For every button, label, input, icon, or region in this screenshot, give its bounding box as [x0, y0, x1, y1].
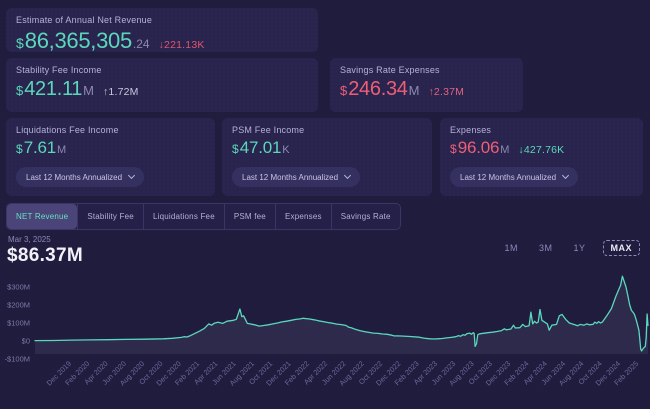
expenses-delta: ↓427.76K	[518, 144, 565, 156]
liquidations-fee-income-value: 7.61	[23, 138, 56, 157]
savings-rate-delta: ↑2.37M	[428, 86, 465, 98]
tab-net-revenue[interactable]: NET Revenue	[7, 204, 78, 229]
currency-symbol: $	[232, 142, 239, 156]
y-axis-tick-label: $100M	[7, 319, 30, 328]
period-dropdown-label: Last 12 Months Annualized	[26, 172, 123, 182]
chevron-down-icon	[128, 171, 136, 180]
psm-fee-value-row: $47.01 K	[232, 138, 422, 158]
currency-symbol: $	[16, 35, 24, 51]
chart-area-fill	[35, 276, 648, 354]
up-arrow-icon: ↑	[102, 86, 109, 98]
expenses-period-dropdown[interactable]: Last 12 Months Annualized	[450, 167, 579, 187]
stability-fee-suffix: M	[83, 83, 94, 98]
range-1y-button[interactable]: 1Y	[569, 241, 589, 255]
currency-symbol: $	[340, 83, 348, 98]
tab-stability-fee[interactable]: Stability Fee	[77, 204, 143, 229]
expenses-label: Expenses	[450, 125, 492, 135]
net-revenue-series-line	[34, 275, 649, 352]
psm-fee-income-card: PSM Fee Income $47.01 K Last 12 Months An…	[222, 118, 432, 196]
stability-fee-income-card: Stability Fee Income $421.11 M ↑1.72M	[6, 58, 318, 112]
annual-net-revenue-value-row: $86,365,305.24 ↓221.13K	[16, 28, 308, 54]
period-dropdown-label: Last 12 Months Annualized	[242, 172, 339, 182]
range-3m-button[interactable]: 3M	[535, 241, 557, 255]
chart-tabs: NET Revenue Stability Fee Liquidations Fee…	[6, 203, 401, 230]
y-axis-tick-label: $200M	[7, 301, 30, 310]
expenses-value-row: $96.06 M ↓427.76K	[450, 138, 633, 158]
stability-fee-value-row: $421.11 M ↑1.72M	[16, 78, 308, 101]
time-range-selector: 1M 3M 1Y MAX	[500, 240, 640, 256]
liquidations-fee-income-label: Liquidations Fee Income	[16, 125, 119, 135]
down-arrow-icon: ↓	[518, 144, 524, 156]
annual-net-revenue-delta: ↓221.13K	[158, 39, 205, 51]
expenses-value: 96.06	[457, 138, 500, 157]
savings-rate-expenses-card: Savings Rate Expenses $246.34 M ↑2.37M	[330, 58, 523, 112]
psm-fee-income-value: 47.01	[239, 138, 282, 157]
y-axis-tick-label: $300M	[7, 283, 30, 292]
psm-period-dropdown[interactable]: Last 12 Months Annualized	[232, 167, 361, 187]
expenses-card: Expenses $96.06 M ↓427.76K Last 12 Months…	[440, 118, 643, 196]
annual-net-revenue-decimals: .24	[132, 37, 150, 51]
range-1m-button[interactable]: 1M	[500, 241, 522, 255]
y-axis-tick-label: -$100M	[5, 355, 30, 364]
psm-fee-income-label: PSM Fee Income	[232, 125, 305, 135]
liquidations-fee-suffix: M	[56, 144, 67, 156]
annual-net-revenue-label: Estimate of Annual Net Revenue	[16, 15, 153, 25]
chart-hover-date: Mar 3, 2025	[8, 235, 51, 244]
liquidations-fee-value-row: $7.61 M	[16, 138, 205, 158]
stability-fee-delta: ↑1.72M	[102, 86, 139, 98]
annual-net-revenue-value: 86,365,305	[24, 28, 132, 53]
currency-symbol: $	[450, 142, 457, 156]
tab-expenses[interactable]: Expenses	[274, 204, 331, 229]
up-arrow-icon: ↑	[428, 86, 434, 98]
savings-rate-suffix: M	[408, 83, 420, 98]
stability-fee-income-label: Stability Fee Income	[16, 65, 102, 75]
savings-rate-value-row: $246.34 M ↑2.37M	[340, 78, 513, 101]
y-axis-tick-label: $0	[22, 337, 30, 346]
currency-symbol: $	[16, 142, 23, 156]
period-dropdown-label: Last 12 Months Annualized	[460, 172, 557, 182]
down-arrow-icon: ↓	[158, 39, 165, 51]
chart-section: Mar 3, 2025 $86.37M 1M 3M 1Y MAX $300M $200M…	[0, 232, 650, 409]
annual-net-revenue-card: Estimate of Annual Net Revenue $86,365,3…	[6, 8, 318, 54]
chart-current-value: $86.37M	[7, 245, 84, 266]
chevron-down-icon	[344, 171, 352, 180]
liquidations-fee-income-card: Liquidations Fee Income $7.61 M Last 12 M…	[6, 118, 215, 196]
liquidations-period-dropdown[interactable]: Last 12 Months Annualized	[16, 167, 145, 187]
tab-psm-fee[interactable]: PSM fee	[223, 204, 275, 229]
expenses-suffix: M	[500, 144, 510, 156]
savings-rate-expenses-value: 246.34	[348, 78, 408, 100]
chevron-down-icon	[562, 171, 570, 180]
currency-symbol: $	[16, 83, 24, 98]
range-max-button[interactable]: MAX	[602, 240, 640, 256]
psm-fee-suffix: K	[282, 144, 290, 156]
tab-liquidations-fee[interactable]: Liquidations Fee	[142, 204, 224, 229]
savings-rate-expenses-label: Savings Rate Expenses	[340, 65, 440, 75]
tab-savings-rate[interactable]: Savings Rate	[330, 204, 400, 229]
stability-fee-income-value: 421.11	[24, 78, 83, 100]
